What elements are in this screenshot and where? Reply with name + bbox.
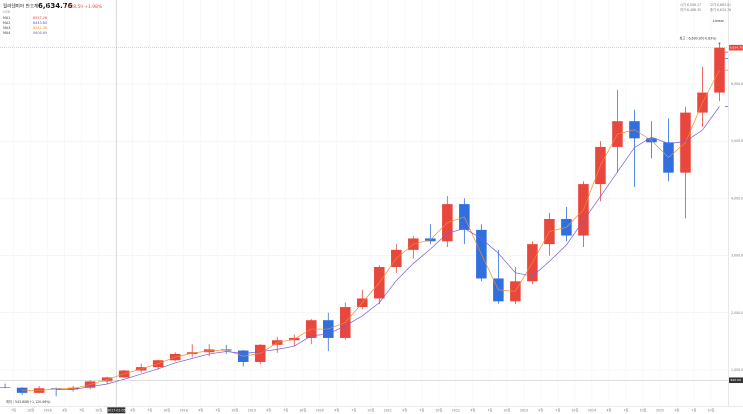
- indicator-name: MA2: [3, 21, 10, 25]
- x-tick-label: 2020: [316, 408, 324, 412]
- indicator-value: 6557.26: [33, 16, 47, 20]
- min-label: 최저 : 543.808(+1,120.06%): [6, 399, 51, 404]
- x-tick-label: 4월: [470, 407, 475, 412]
- x-tick-label: 4월: [674, 407, 679, 412]
- x-tick-label: 7월: [555, 407, 560, 412]
- scale-mode[interactable]: Linear: [713, 19, 725, 23]
- indicator-name: MA3: [3, 26, 10, 30]
- x-tick-label: 2018: [180, 408, 188, 412]
- crosshair-y-tag: [729, 377, 743, 384]
- x-tick-label: 4월: [334, 407, 339, 412]
- x-tick-label: 4월: [62, 407, 67, 412]
- ma-line: [22, 69, 720, 391]
- ma-line: [56, 106, 720, 390]
- x-tick-label: 7월: [283, 407, 288, 412]
- max-marker: [718, 42, 721, 45]
- crosshair-x-tag: [107, 407, 126, 414]
- x-tick-label: 7월: [487, 407, 492, 412]
- crosshair-x-label: 2017-01-05: [107, 408, 126, 412]
- x-tick-label: 4월: [402, 407, 407, 412]
- x-tick-label: 10월: [435, 407, 442, 412]
- x-tick-label: 7월: [147, 407, 152, 412]
- x-tick-label: 2016: [44, 408, 52, 412]
- candle-body: [0, 387, 11, 388]
- x-tick-label: 2023: [520, 408, 528, 412]
- x-tick-label: 2021: [384, 408, 392, 412]
- indicator-value: 6242.38: [33, 26, 47, 30]
- x-tick-label: 10월: [707, 407, 714, 412]
- x-tick-label: 2019: [248, 408, 256, 412]
- x-tick-label: 10월: [299, 407, 306, 412]
- y-tick-label: 2,000.00: [731, 311, 743, 315]
- x-tick-label: 10월: [503, 407, 510, 412]
- indicator-value: 6443.80: [33, 21, 47, 25]
- currency: USD: [3, 10, 11, 14]
- indicator-name: MA4: [3, 31, 10, 35]
- change: +128.59 +1.98%: [64, 4, 102, 10]
- x-tick-label: 7월: [419, 407, 424, 412]
- x-tick-label: 10월: [163, 407, 170, 412]
- x-tick-label: 7월: [351, 407, 356, 412]
- x-tick-label: 10월: [367, 407, 374, 412]
- x-tick-label: 7월: [691, 407, 696, 412]
- x-tick-label: 10월: [27, 407, 34, 412]
- x-tick-label: 10월: [95, 407, 102, 412]
- x-tick-label: 2022: [452, 408, 460, 412]
- x-tick-label: 7월: [11, 407, 16, 412]
- x-tick-label: 10월: [571, 407, 578, 412]
- price-tag: [729, 44, 743, 51]
- x-tick-label: 4월: [606, 407, 611, 412]
- x-tick-label: 7월: [623, 407, 628, 412]
- y-tick-label: 5,000.00: [731, 139, 743, 143]
- indicator-value: 5608.69: [33, 31, 47, 35]
- y-tick-label: 1,000.00: [731, 368, 743, 372]
- x-tick-label: 7월: [79, 407, 84, 412]
- x-tick-label: 4월: [198, 407, 203, 412]
- y-tick-label: 6,000.00: [731, 82, 743, 86]
- price: 6,634.76: [38, 2, 73, 10]
- x-tick-label: 10월: [231, 407, 238, 412]
- x-tick-label: 2025: [656, 408, 664, 412]
- ohlc-header: 저가 6,488.35: [680, 7, 701, 12]
- x-tick-label: 2024: [588, 408, 596, 412]
- x-tick-label: 4월: [130, 407, 135, 412]
- indicator-name: MA1: [3, 16, 10, 20]
- y-tick-label: 4,000.00: [731, 196, 743, 200]
- x-tick-label: 4월: [266, 407, 271, 412]
- chart-title: 필라델피아 반도체: [3, 3, 38, 10]
- max-label: 최고 : 6,690.90(-0.83%): [680, 35, 717, 40]
- ohlc-header: 고가 6,663.01: [710, 2, 731, 7]
- y-tick-label: 3,000.00: [731, 254, 743, 258]
- price-tag-label: 6,634.76: [730, 46, 743, 50]
- ohlc-header: 종가 6,634.76: [710, 7, 731, 12]
- ohlc-header: 시가 6,506.17: [680, 2, 701, 7]
- x-tick-label: 4월: [538, 407, 543, 412]
- x-tick-label: 7월: [215, 407, 220, 412]
- x-tick-label: 10월: [639, 407, 646, 412]
- crosshair-y-label: 820.50: [731, 378, 742, 382]
